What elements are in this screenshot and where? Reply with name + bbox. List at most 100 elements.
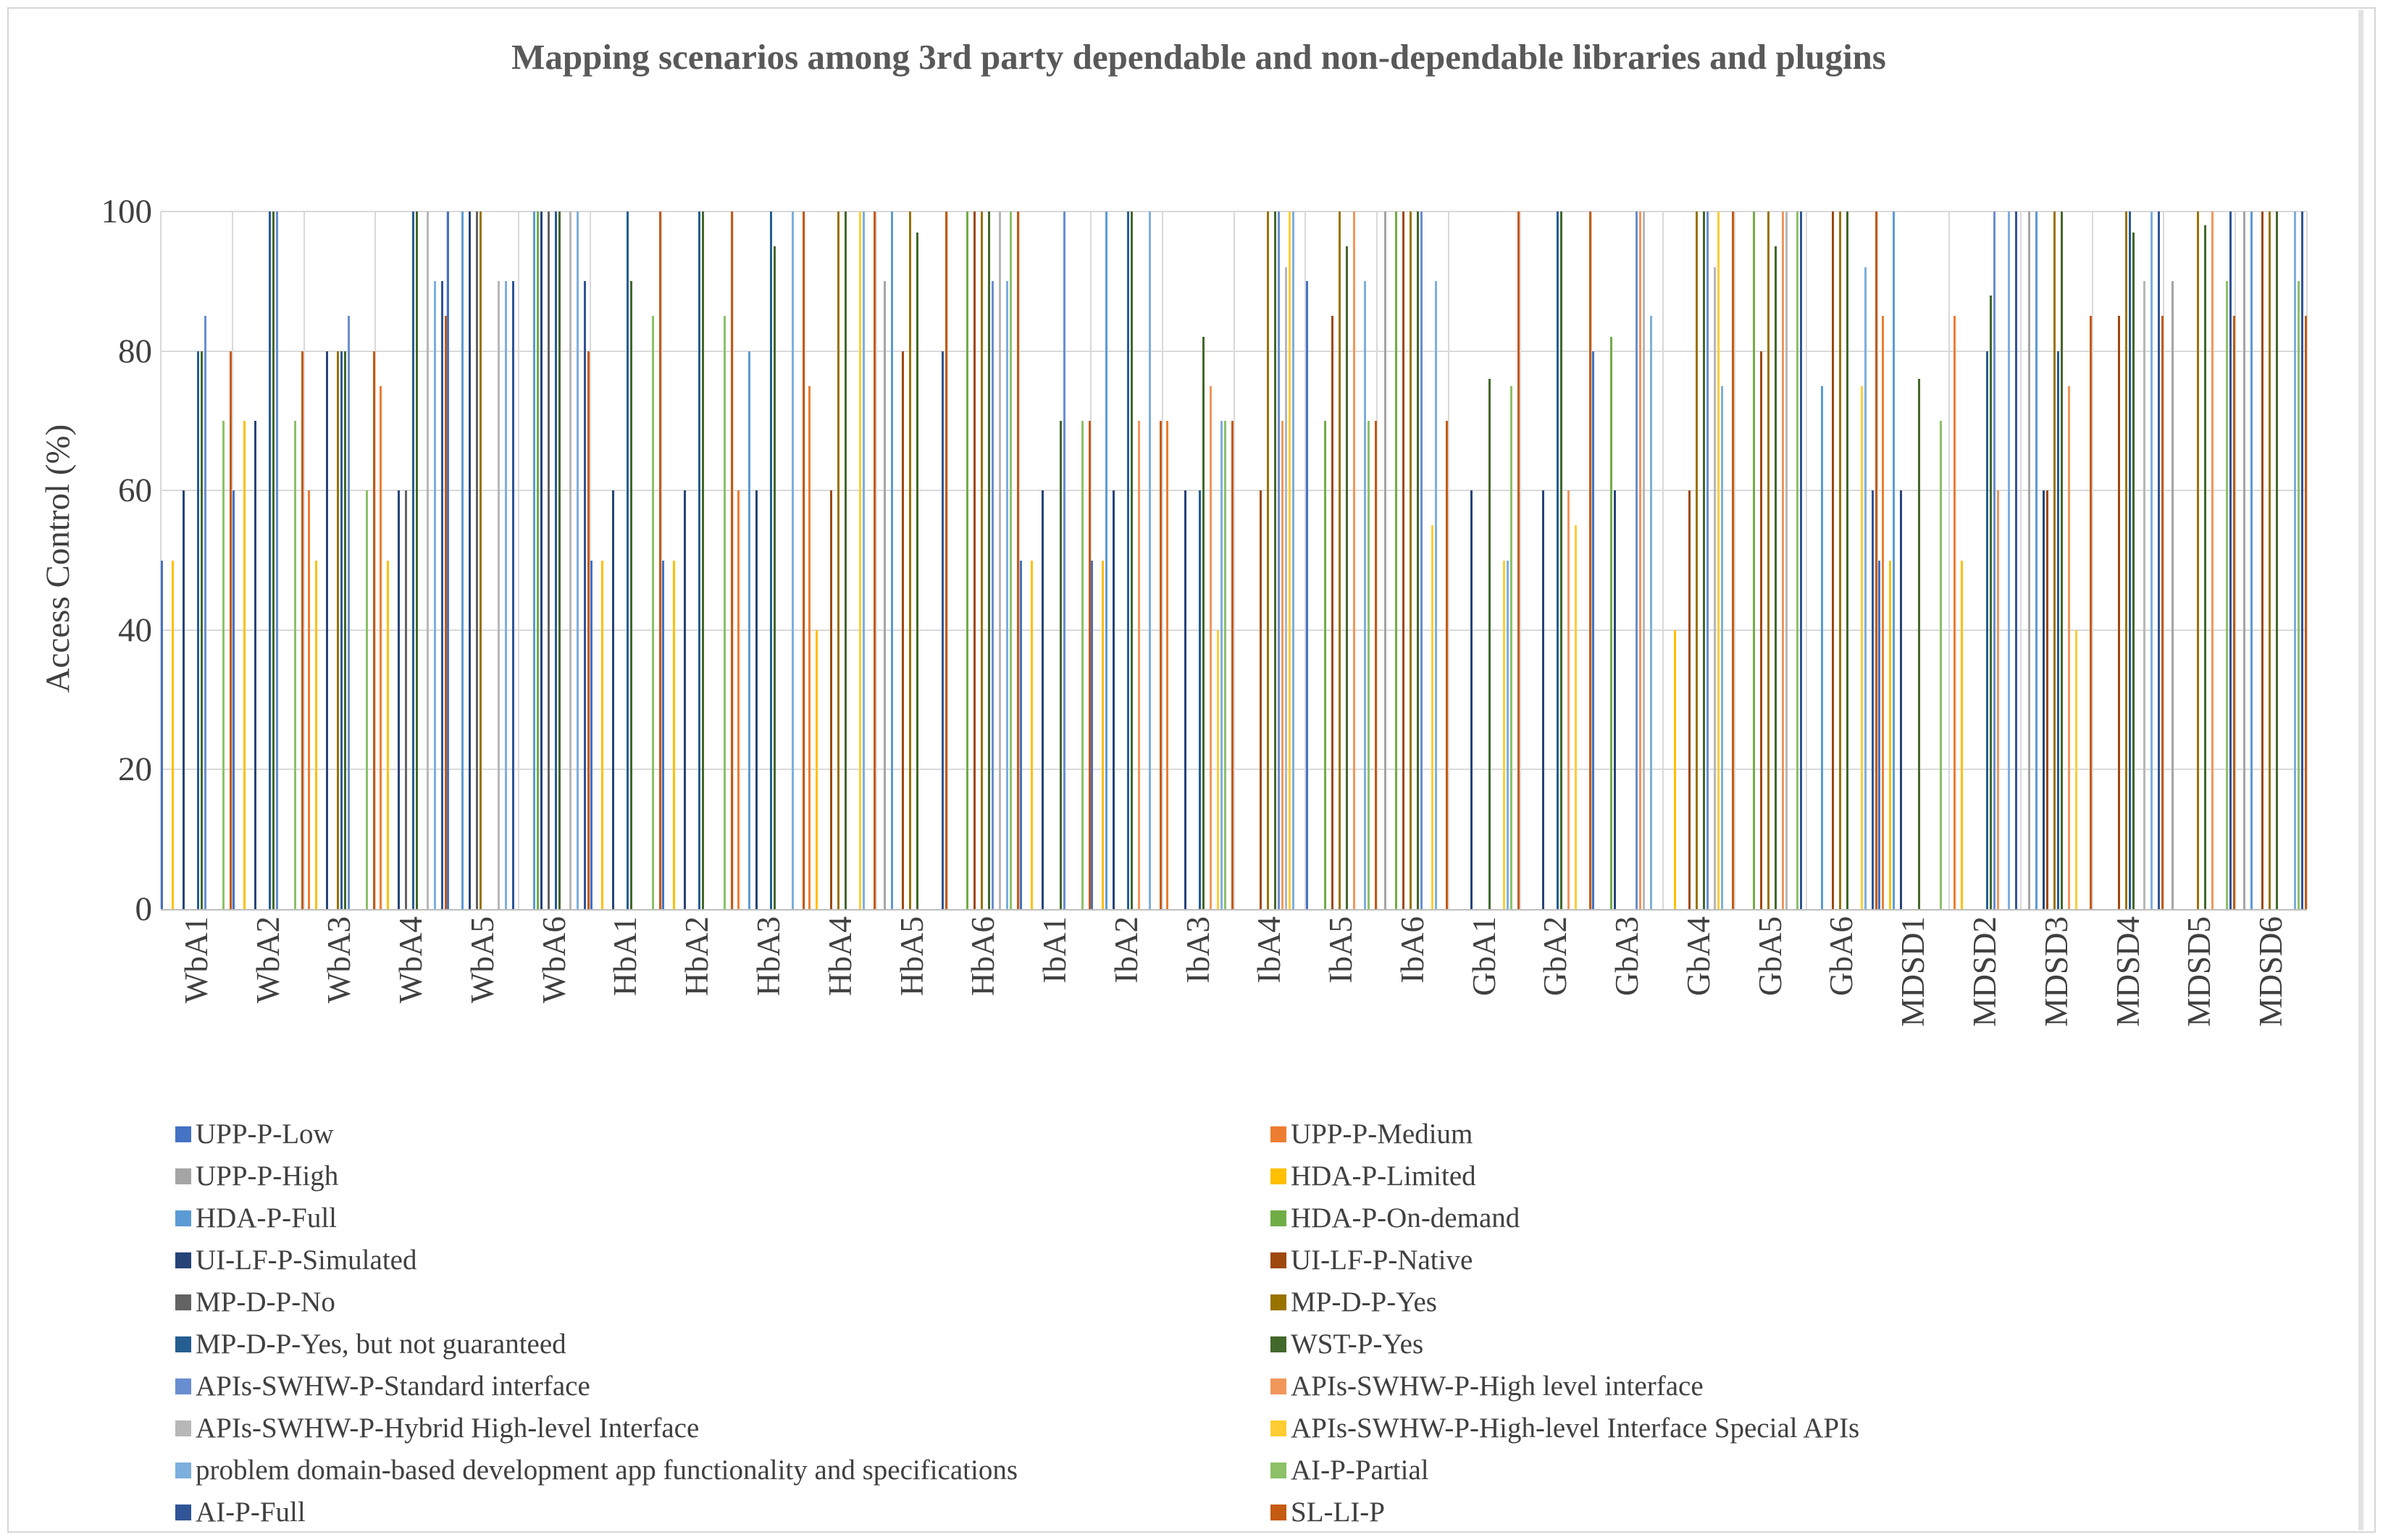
bar bbox=[411, 212, 414, 909]
x-tick-label-IbA6: IbA6 bbox=[1394, 916, 1431, 984]
v-gridline bbox=[1089, 212, 1092, 909]
x-tick-label-HbA6: HbA6 bbox=[965, 916, 1002, 996]
v-gridline bbox=[374, 212, 377, 909]
v-gridline bbox=[589, 212, 591, 909]
bar bbox=[2125, 212, 2128, 909]
v-gridline bbox=[2235, 212, 2237, 909]
bar bbox=[336, 351, 339, 909]
v-gridline bbox=[517, 212, 519, 909]
bar bbox=[243, 420, 246, 909]
v-gridline bbox=[2091, 212, 2093, 909]
bar bbox=[802, 212, 805, 909]
bar bbox=[1800, 212, 1803, 909]
bar bbox=[737, 490, 740, 909]
bar bbox=[540, 212, 543, 909]
bar bbox=[2143, 281, 2146, 909]
legend-item: MP-D-P-Yes, but not guaranteed bbox=[175, 1328, 1270, 1360]
bar bbox=[1402, 212, 1405, 909]
legend-swatch bbox=[1270, 1420, 1286, 1436]
bar bbox=[1767, 212, 1770, 909]
bar bbox=[1860, 385, 1863, 909]
legend-swatch bbox=[1270, 1252, 1286, 1268]
x-tick-label-GbA5: GbA5 bbox=[1751, 916, 1788, 996]
bar bbox=[902, 351, 905, 909]
bars-layer bbox=[161, 212, 2307, 909]
legend-label: UI-LF-P-Native bbox=[1291, 1244, 1473, 1276]
bar-group-WbA2 bbox=[233, 212, 304, 909]
bar-group-WbA4 bbox=[375, 212, 447, 909]
bar bbox=[444, 316, 447, 909]
legend-label: UPP-P-Low bbox=[196, 1118, 334, 1150]
bar-group-MDSD6 bbox=[2235, 212, 2307, 909]
bar bbox=[1338, 212, 1341, 909]
bar bbox=[2229, 212, 2232, 909]
x-tick-label-MDSD5: MDSD5 bbox=[2181, 916, 2218, 1027]
legend-item: MP-D-P-No bbox=[175, 1286, 1270, 1318]
bar bbox=[1985, 351, 1988, 909]
y-tick-label: 60 bbox=[118, 472, 152, 510]
legend-label: MP-D-P-Yes, but not guaranteed bbox=[196, 1328, 566, 1360]
bar bbox=[1102, 560, 1105, 909]
bar bbox=[1696, 212, 1699, 909]
bar bbox=[372, 351, 375, 909]
legend-swatch bbox=[1270, 1504, 1286, 1520]
bar bbox=[433, 281, 436, 909]
bar-group-HbA1 bbox=[590, 212, 662, 909]
bar bbox=[1059, 420, 1062, 909]
bar bbox=[980, 212, 983, 909]
bar bbox=[1996, 490, 1999, 909]
bar bbox=[1016, 212, 1019, 909]
v-gridline bbox=[303, 212, 305, 909]
x-tick-label-WbA2: WbA2 bbox=[249, 916, 286, 1003]
bar bbox=[1993, 212, 1995, 909]
bar bbox=[1760, 351, 1763, 909]
bar bbox=[1559, 212, 1562, 909]
y-axis-ticks: 0 20 40 60 80 100 bbox=[43, 193, 153, 928]
bar bbox=[294, 420, 297, 909]
bar bbox=[701, 212, 704, 909]
bar bbox=[2053, 212, 2056, 909]
bar bbox=[1030, 560, 1033, 909]
bar bbox=[1184, 490, 1187, 909]
legend-item: HDA-P-Full bbox=[175, 1202, 1270, 1234]
legend-label: APIs-SWHW-P-High-level Interface Special… bbox=[1291, 1413, 1860, 1444]
v-gridline bbox=[1877, 212, 1879, 909]
legend-item: APIs-SWHW-P-Standard interface bbox=[175, 1370, 1270, 1402]
bar bbox=[723, 316, 726, 909]
bar bbox=[773, 246, 776, 909]
bar-group-IbA4 bbox=[1234, 212, 1305, 909]
bar-group-WbA6 bbox=[519, 212, 590, 909]
bar bbox=[276, 212, 279, 909]
bar bbox=[1131, 212, 1134, 909]
bar bbox=[1642, 212, 1645, 909]
v-gridline bbox=[732, 212, 734, 909]
y-tick-label: 0 bbox=[135, 890, 153, 928]
legend-label: SL-LI-P bbox=[1291, 1497, 1385, 1528]
bar-group-IbA3 bbox=[1163, 212, 1234, 909]
bar bbox=[590, 560, 592, 909]
bar bbox=[747, 351, 750, 909]
x-tick-label-MDSD3: MDSD3 bbox=[2038, 916, 2074, 1027]
bar bbox=[2261, 212, 2263, 909]
bar bbox=[2132, 232, 2135, 909]
bar bbox=[1609, 337, 1612, 909]
legend-item: APIs-SWHW-P-High-level Interface Special… bbox=[1270, 1412, 2276, 1444]
x-tick-label-IbA1: IbA1 bbox=[1036, 916, 1073, 984]
bar bbox=[426, 212, 429, 909]
bar bbox=[1395, 212, 1398, 909]
bar bbox=[233, 490, 235, 909]
bar bbox=[1291, 212, 1294, 909]
legend-label: HDA-P-Limited bbox=[1291, 1160, 1476, 1192]
x-tick-label-IbA4: IbA4 bbox=[1251, 916, 1288, 984]
bar bbox=[1088, 420, 1091, 909]
y-tick-label: 80 bbox=[118, 332, 152, 370]
bar bbox=[1009, 212, 1012, 909]
bar bbox=[1877, 560, 1880, 909]
bar bbox=[987, 212, 990, 909]
x-tick-label-WbA1: WbA1 bbox=[177, 916, 214, 1003]
bar bbox=[1510, 385, 1513, 909]
legend-item: HDA-P-Limited bbox=[1270, 1160, 2276, 1192]
legend-label: MP-D-P-Yes bbox=[1291, 1286, 1437, 1318]
x-tick-label-HbA5: HbA5 bbox=[893, 916, 930, 996]
bar bbox=[1231, 420, 1234, 909]
